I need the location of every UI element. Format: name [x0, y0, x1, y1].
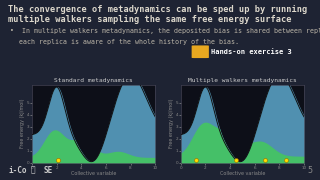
- Point: [262, 159, 267, 162]
- Text: Hands-on exercise 3: Hands-on exercise 3: [211, 49, 292, 55]
- Point: [55, 158, 60, 161]
- Text: 📖: 📖: [30, 166, 35, 175]
- Text: SE: SE: [43, 166, 52, 175]
- Y-axis label: Free energy (kJ/mol): Free energy (kJ/mol): [169, 99, 174, 148]
- X-axis label: Collective variable: Collective variable: [220, 171, 265, 176]
- Point: [283, 159, 288, 162]
- X-axis label: Collective variable: Collective variable: [71, 171, 116, 176]
- FancyBboxPatch shape: [192, 45, 209, 58]
- Text: multiple walkers sampling the same free energy surface: multiple walkers sampling the same free …: [8, 15, 292, 24]
- Text: i-Co: i-Co: [8, 166, 27, 175]
- Title: Standard metadynamics: Standard metadynamics: [54, 78, 133, 83]
- Text: each replica is aware of the whole history of the bias.: each replica is aware of the whole histo…: [19, 39, 239, 45]
- Point: [234, 159, 239, 162]
- Y-axis label: Free energy (kJ/mol): Free energy (kJ/mol): [20, 99, 25, 148]
- Text: The convergence of metadynamics can be sped up by running: The convergence of metadynamics can be s…: [8, 4, 307, 14]
- Title: Multiple walkers metadynamics: Multiple walkers metadynamics: [188, 78, 297, 83]
- Text: •  In multiple walkers metadynamics, the deposited bias is shared between replic: • In multiple walkers metadynamics, the …: [10, 28, 320, 34]
- Point: [193, 159, 198, 162]
- Text: 5: 5: [307, 166, 312, 175]
